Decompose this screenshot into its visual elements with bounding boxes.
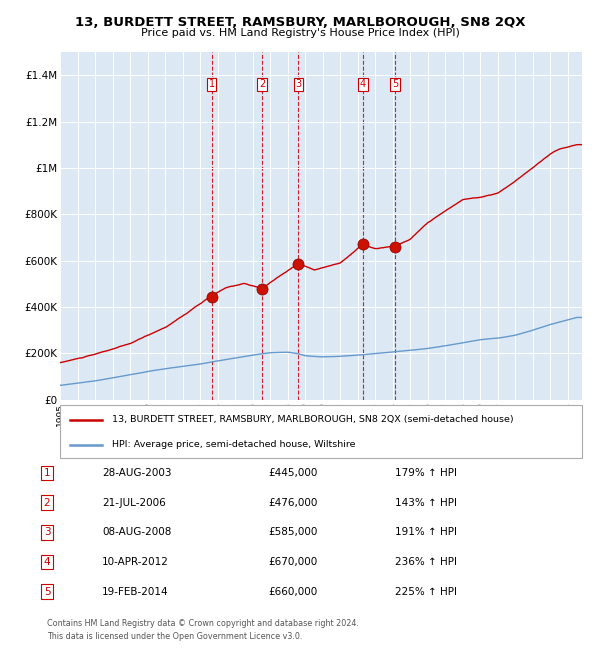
FancyBboxPatch shape [60,405,582,458]
Text: Price paid vs. HM Land Registry's House Price Index (HPI): Price paid vs. HM Land Registry's House … [140,28,460,38]
Text: 236% ↑ HPI: 236% ↑ HPI [395,557,457,567]
Text: 3: 3 [295,79,301,90]
Text: 225% ↑ HPI: 225% ↑ HPI [395,587,457,597]
Text: 143% ↑ HPI: 143% ↑ HPI [395,498,457,508]
Text: 2: 2 [259,79,265,90]
Text: 19-FEB-2014: 19-FEB-2014 [102,587,169,597]
Text: 13, BURDETT STREET, RAMSBURY, MARLBOROUGH, SN8 2QX (semi-detached house): 13, BURDETT STREET, RAMSBURY, MARLBOROUG… [112,415,514,424]
Text: 10-APR-2012: 10-APR-2012 [102,557,169,567]
Text: 5: 5 [392,79,398,90]
Text: 191% ↑ HPI: 191% ↑ HPI [395,527,457,538]
Text: £476,000: £476,000 [268,498,317,508]
Text: 1: 1 [44,468,50,478]
Text: This data is licensed under the Open Government Licence v3.0.: This data is licensed under the Open Gov… [47,632,302,642]
Text: 4: 4 [44,557,50,567]
Text: 3: 3 [44,527,50,538]
Text: 179% ↑ HPI: 179% ↑ HPI [395,468,457,478]
Text: 1: 1 [208,79,215,90]
Text: HPI: Average price, semi-detached house, Wiltshire: HPI: Average price, semi-detached house,… [112,441,356,449]
Text: £670,000: £670,000 [268,557,317,567]
Text: Contains HM Land Registry data © Crown copyright and database right 2024.: Contains HM Land Registry data © Crown c… [47,619,359,629]
Text: 28-AUG-2003: 28-AUG-2003 [102,468,172,478]
Text: 2: 2 [44,498,50,508]
Text: 21-JUL-2006: 21-JUL-2006 [102,498,166,508]
Text: £660,000: £660,000 [268,587,317,597]
Text: 08-AUG-2008: 08-AUG-2008 [102,527,172,538]
Text: £585,000: £585,000 [268,527,317,538]
Text: £445,000: £445,000 [268,468,317,478]
Text: 4: 4 [359,79,366,90]
Text: 13, BURDETT STREET, RAMSBURY, MARLBOROUGH, SN8 2QX: 13, BURDETT STREET, RAMSBURY, MARLBOROUG… [75,16,525,29]
Text: 5: 5 [44,587,50,597]
